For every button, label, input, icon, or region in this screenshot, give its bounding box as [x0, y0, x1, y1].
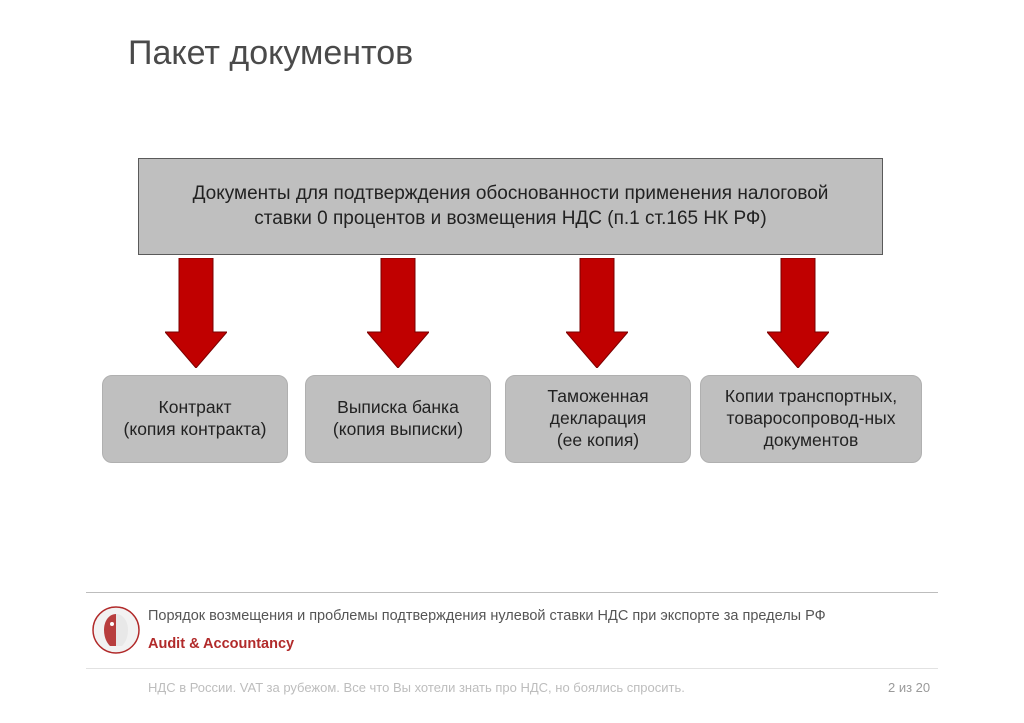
arrow-down-icon — [367, 258, 429, 368]
footer-subtitle: Порядок возмещения и проблемы подтвержде… — [148, 608, 826, 624]
doc-box: Копии транспортных, товаросопровод-ных д… — [700, 375, 922, 463]
source-box: Документы для подтверждения обоснованнос… — [138, 158, 883, 255]
source-box-text: Документы для подтверждения обоснованнос… — [167, 182, 854, 231]
arrow-down-icon — [165, 258, 227, 368]
doc-box: Контракт (копия контракта) — [102, 375, 288, 463]
arrow-down-icon — [566, 258, 628, 368]
footer-rule-bottom — [86, 668, 938, 669]
doc-box: Таможенная декларация (ее копия) — [505, 375, 691, 463]
doc-box-text: Копии транспортных, товаросопровод-ных д… — [711, 386, 911, 452]
slide-title: Пакет документов — [128, 34, 413, 73]
footer-rule-top — [86, 592, 938, 593]
footer-tagline: НДС в России. VAT за рубежом. Все что Вы… — [148, 680, 685, 695]
arrow-down-icon — [767, 258, 829, 368]
footer-brand: Audit & Accountancy — [148, 636, 294, 652]
doc-box-text: Выписка банка (копия выписки) — [333, 397, 463, 441]
logo-icon — [92, 606, 140, 654]
slide: Пакет документов Документы для подтвержд… — [0, 0, 1024, 723]
doc-box: Выписка банка (копия выписки) — [305, 375, 491, 463]
doc-box-text: Контракт (копия контракта) — [124, 397, 267, 441]
page-number: 2 из 20 — [888, 680, 930, 695]
doc-box-text: Таможенная декларация (ее копия) — [516, 386, 680, 452]
